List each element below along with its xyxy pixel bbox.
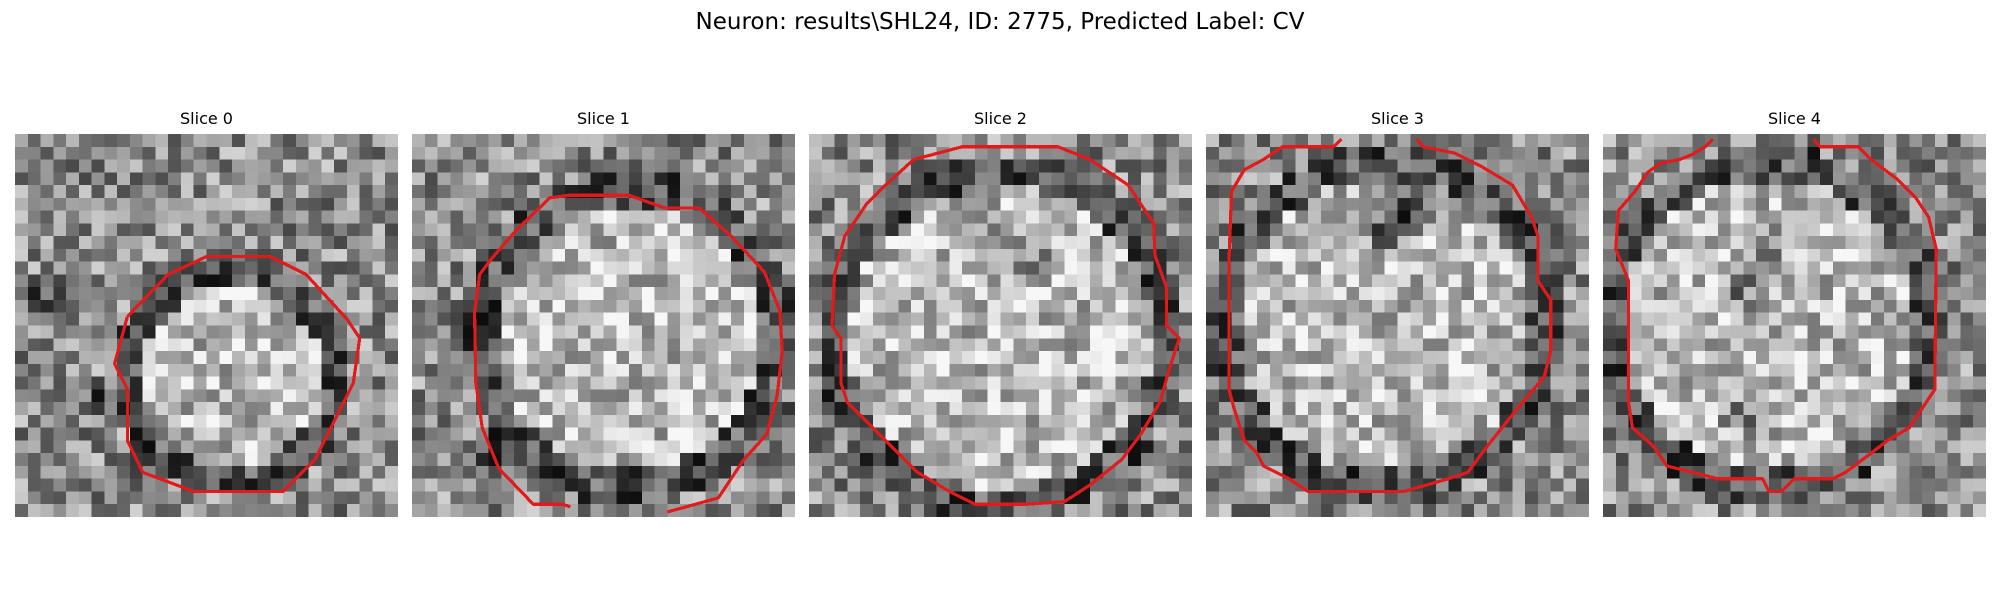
slice-2-title: Slice 2 (809, 109, 1192, 129)
slice-4-title: Slice 4 (1603, 109, 1986, 129)
slice-0-image (15, 134, 398, 517)
slice-3-title: Slice 3 (1206, 109, 1589, 129)
slice-1-image (412, 134, 795, 517)
slice-3-image (1206, 134, 1589, 517)
slice-0-pixels (15, 134, 398, 517)
slice-1-pixels (412, 134, 795, 517)
figure-title: Neuron: results\SHL24, ID: 2775, Predict… (0, 8, 2000, 36)
slice-4-image (1603, 134, 1986, 517)
slice-1-title: Slice 1 (412, 109, 795, 129)
slice-4-pixels (1603, 134, 1986, 517)
slice-2-pixels (809, 134, 1192, 517)
slice-0-title: Slice 0 (15, 109, 398, 129)
slice-3-pixels (1206, 134, 1589, 517)
slice-2-image (809, 134, 1192, 517)
